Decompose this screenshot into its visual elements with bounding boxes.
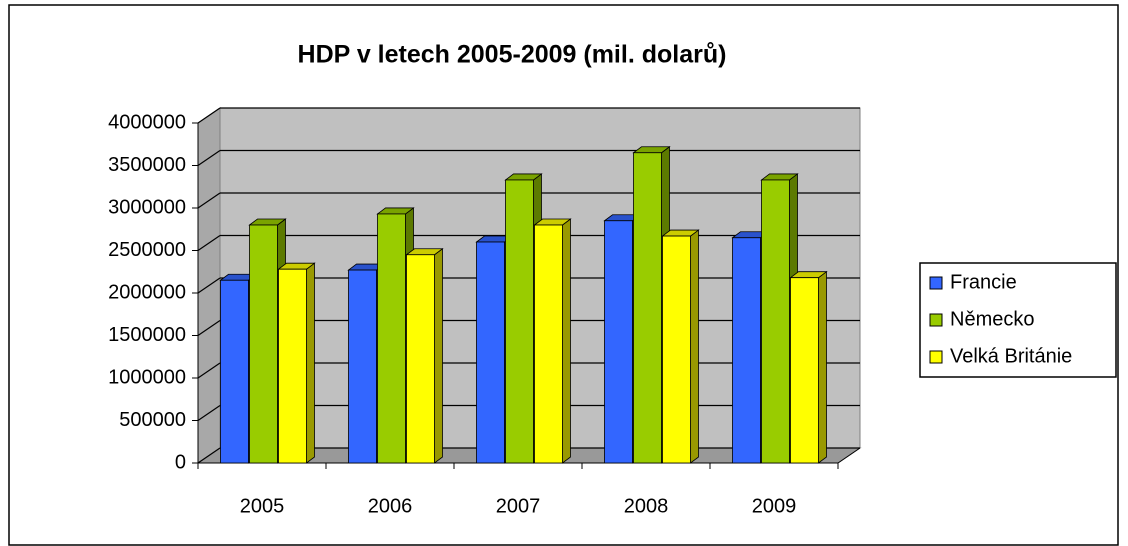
bar xyxy=(761,179,790,464)
bar xyxy=(534,224,563,464)
bar xyxy=(662,235,691,464)
bar xyxy=(278,268,307,464)
x-axis-depth xyxy=(837,447,861,464)
grid-line xyxy=(197,150,221,166)
legend-swatch xyxy=(929,276,943,290)
legend-swatch xyxy=(929,350,943,364)
legend-label: Velká Británie xyxy=(950,345,1072,367)
legend-label: Francie xyxy=(950,271,1017,293)
grid-line xyxy=(197,107,221,124)
bar xyxy=(732,237,761,464)
y-tick-label: 3500000 xyxy=(108,154,186,176)
chart-title: HDP v letech 2005-2009 (mil. dolarů) xyxy=(298,41,727,69)
grid-line xyxy=(197,447,221,464)
bar-side xyxy=(306,262,315,464)
y-tick-label: 1500000 xyxy=(108,324,186,346)
bar xyxy=(633,152,662,464)
legend-box xyxy=(919,262,1117,378)
legend-swatch xyxy=(929,313,943,327)
grid-line xyxy=(197,405,221,421)
y-tick-label: 3000000 xyxy=(108,196,186,218)
y-tick-label: 1000000 xyxy=(108,366,186,388)
bar xyxy=(406,254,435,464)
grid-line xyxy=(197,235,221,251)
bar xyxy=(377,213,406,464)
bar-side xyxy=(690,229,699,464)
bar xyxy=(220,279,249,464)
y-tick-label: 2000000 xyxy=(108,281,186,303)
bar-side xyxy=(818,270,827,464)
bar xyxy=(348,269,377,464)
bar xyxy=(249,224,278,464)
x-tick-label: 2008 xyxy=(624,495,669,517)
x-tick-label: 2006 xyxy=(368,495,413,517)
x-tick-label: 2007 xyxy=(496,495,541,517)
y-tick-label: 4000000 xyxy=(108,111,186,133)
grid-line xyxy=(197,362,221,379)
y-tick-label: 2500000 xyxy=(108,239,186,261)
bar xyxy=(604,220,633,464)
legend-label: Německo xyxy=(950,308,1034,330)
grid-line xyxy=(197,192,221,209)
grid-line xyxy=(197,320,221,336)
y-tick-label: 500000 xyxy=(119,409,186,431)
bar-side xyxy=(434,247,443,464)
x-tick-label: 2009 xyxy=(752,495,797,517)
bar xyxy=(505,179,534,464)
bar xyxy=(790,277,819,464)
y-tick-label: 0 xyxy=(175,451,186,473)
bar xyxy=(476,241,505,464)
grid-line xyxy=(197,277,221,294)
x-tick-label: 2005 xyxy=(240,495,285,517)
bar-side xyxy=(562,218,571,464)
